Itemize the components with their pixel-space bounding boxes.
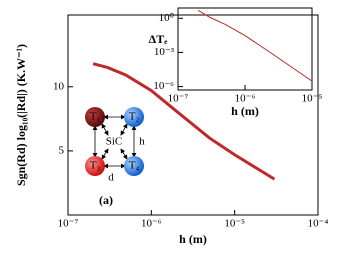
x-tick-label: 10⁻⁷ xyxy=(58,218,79,230)
arrow xyxy=(120,148,128,160)
arrow xyxy=(120,123,128,136)
sphere xyxy=(85,156,105,176)
y-tick-label: 10⁻³ xyxy=(154,46,175,58)
sphere xyxy=(124,156,144,176)
y-axis-label: Sgn(Rd) log₁₀(|Rd|) (K.W⁻¹) xyxy=(14,44,28,186)
axes-frame xyxy=(67,14,319,216)
x-tick-label: 10⁻⁴ xyxy=(308,218,329,230)
panel-label: (a) xyxy=(99,193,113,207)
data-line xyxy=(92,62,276,181)
sphere-label: T₂ xyxy=(129,111,140,123)
x-axis-label: h (m) xyxy=(179,232,207,246)
sphere xyxy=(124,107,144,127)
sphere xyxy=(85,107,105,127)
x-tick-label: 10⁻⁷ xyxy=(168,93,189,105)
x-tick-label: 10⁻⁵ xyxy=(302,93,323,105)
h-label: h xyxy=(139,136,145,148)
y-tick-label: 10⁻⁶ xyxy=(153,80,174,92)
x-tick-label: 10⁻⁶ xyxy=(141,218,162,230)
material-label: SiC xyxy=(106,136,123,148)
y-tick-label: 10⁰ xyxy=(159,12,175,24)
sphere-label: T₁ xyxy=(90,111,101,123)
data-line xyxy=(197,9,313,82)
x-tick-label: 10⁻⁶ xyxy=(235,93,256,105)
y-axis-label: ΔTₑ xyxy=(149,32,168,46)
y-tick-label: 10 xyxy=(53,80,65,92)
x-tick-label: 10⁻⁵ xyxy=(224,218,245,230)
y-tick-label: 5 xyxy=(59,144,65,156)
axes-frame xyxy=(177,7,313,91)
sphere-label: T₄ xyxy=(129,160,140,172)
x-axis-label: h (m) xyxy=(231,104,259,118)
arrow xyxy=(101,123,109,136)
sphere-label: T₃ xyxy=(90,160,101,172)
arrow xyxy=(101,148,109,160)
d-label: d xyxy=(108,172,114,184)
diagram: T₁ T₂ T₃ T₄ SiC h d (a) xyxy=(85,107,145,207)
